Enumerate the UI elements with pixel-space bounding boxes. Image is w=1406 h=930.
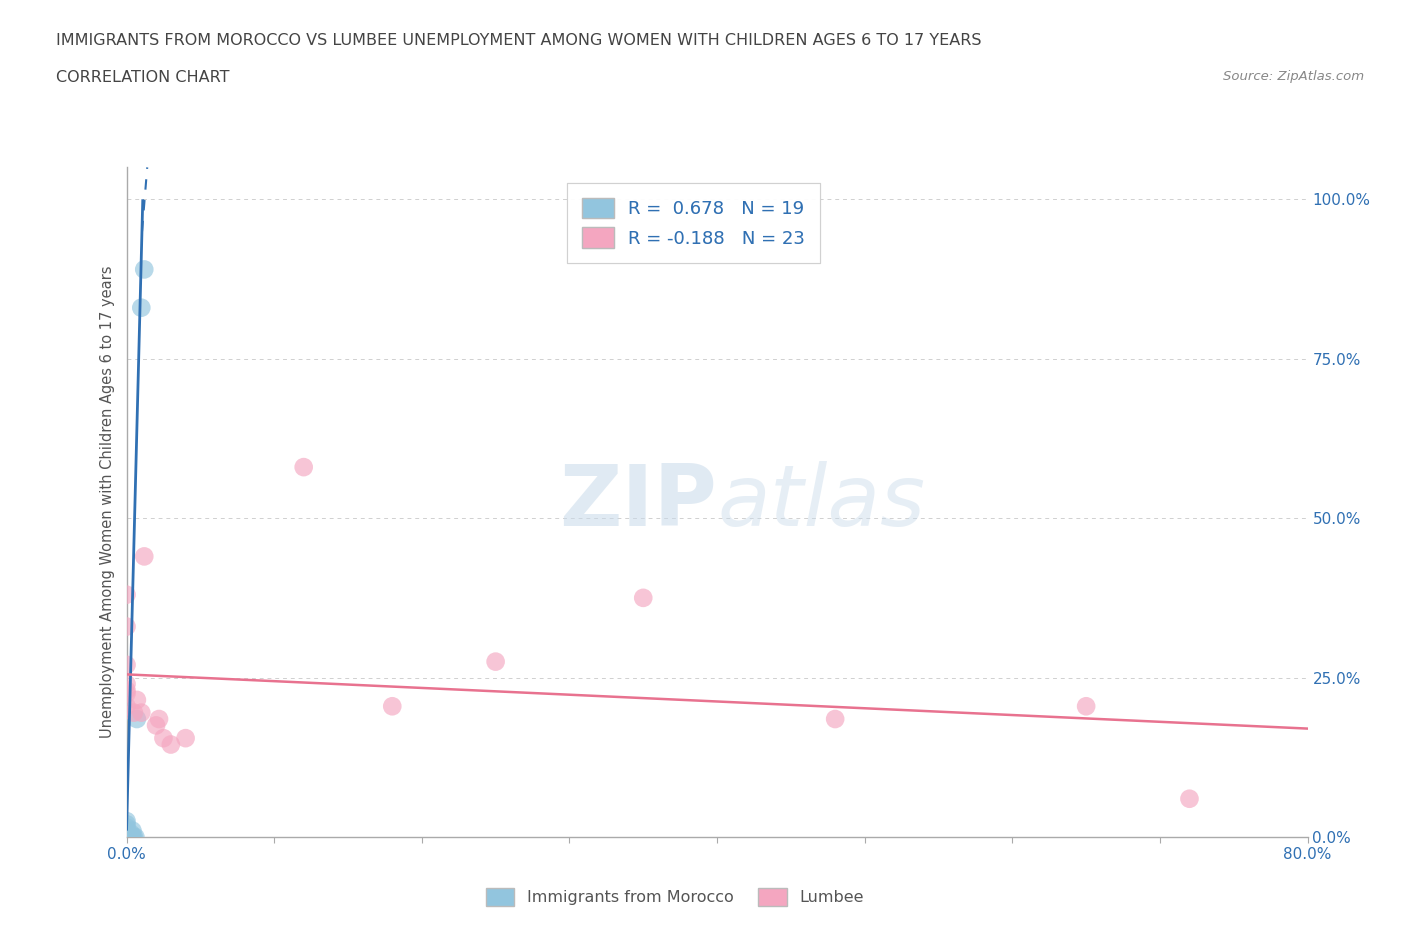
Point <box>122 705 145 720</box>
Point <box>824 711 846 726</box>
Point <box>129 705 153 720</box>
Point <box>145 718 167 733</box>
Point <box>134 262 156 277</box>
Point <box>152 731 174 746</box>
Y-axis label: Unemployment Among Women with Children Ages 6 to 17 years: Unemployment Among Women with Children A… <box>100 266 115 738</box>
Legend: Immigrants from Morocco, Lumbee: Immigrants from Morocco, Lumbee <box>479 882 870 912</box>
Point <box>120 830 142 844</box>
Point <box>115 830 138 844</box>
Point <box>1178 791 1201 806</box>
Point <box>631 591 654 605</box>
Point <box>115 683 138 698</box>
Text: CORRELATION CHART: CORRELATION CHART <box>56 70 229 85</box>
Point <box>115 830 138 844</box>
Point <box>121 830 143 844</box>
Point <box>120 830 142 844</box>
Point <box>115 686 138 701</box>
Point <box>115 823 138 838</box>
Point <box>159 737 183 752</box>
Text: Source: ZipAtlas.com: Source: ZipAtlas.com <box>1223 70 1364 83</box>
Point <box>125 693 148 708</box>
Text: ZIP: ZIP <box>560 460 717 544</box>
Point <box>125 711 148 726</box>
Point <box>115 587 138 602</box>
Point <box>174 731 197 746</box>
Point <box>134 549 156 564</box>
Point <box>115 830 138 844</box>
Point <box>122 830 145 844</box>
Point <box>484 654 508 669</box>
Legend: R =  0.678   N = 19, R = -0.188   N = 23: R = 0.678 N = 19, R = -0.188 N = 23 <box>567 183 820 263</box>
Point <box>115 676 138 691</box>
Point <box>148 711 170 726</box>
Point <box>120 827 142 842</box>
Point <box>121 823 143 838</box>
Point <box>115 827 138 842</box>
Point <box>115 814 138 829</box>
Point <box>115 619 138 634</box>
Point <box>124 830 146 844</box>
Point <box>115 698 138 713</box>
Point <box>115 820 138 835</box>
Point <box>129 300 153 315</box>
Point <box>115 658 138 672</box>
Point <box>115 817 138 831</box>
Point <box>381 698 404 713</box>
Point <box>1076 698 1098 713</box>
Point <box>121 830 143 844</box>
Text: atlas: atlas <box>717 460 925 544</box>
Text: IMMIGRANTS FROM MOROCCO VS LUMBEE UNEMPLOYMENT AMONG WOMEN WITH CHILDREN AGES 6 : IMMIGRANTS FROM MOROCCO VS LUMBEE UNEMPL… <box>56 33 981 47</box>
Point <box>292 459 315 474</box>
